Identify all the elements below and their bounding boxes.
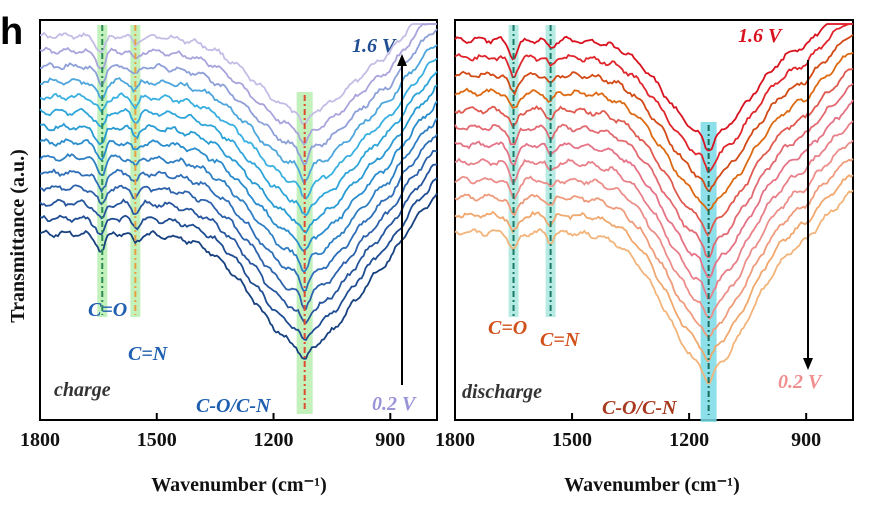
panel-charge: C=OC=N C-O/C-N 1.6 V 0.2 V charge 1800 1500 120… — [20, 19, 438, 451]
spectrum-curve-4 — [454, 51, 854, 212]
spectrum-curve-5 — [454, 67, 854, 237]
x-axis-label-right: Wavenumber (cm⁻¹) — [564, 474, 740, 496]
spectrum-curve-3 — [454, 34, 854, 193]
spectrum-curve-10 — [39, 133, 438, 293]
spectrum-curve-2 — [39, 23, 437, 146]
spectrum-curve-1 — [454, 23, 853, 152]
x-tick-label: 900 — [791, 429, 821, 451]
spectrum-curve-5 — [39, 57, 438, 200]
x-tick-label: 900 — [375, 429, 405, 451]
voltage-top-label: 1.6 V — [352, 35, 397, 57]
y-axis-label: Transmittance (a.u.) — [7, 149, 29, 323]
x-tick-label: 1800 — [20, 429, 60, 451]
x-tick-label: 1500 — [552, 429, 592, 451]
spectrum-curve-9 — [39, 117, 438, 274]
spectrum-curve-7 — [454, 99, 854, 279]
voltage-bottom-label: 0.2 V — [778, 371, 823, 393]
panel-label: h — [0, 11, 23, 53]
spectrum-curve-3 — [39, 28, 438, 167]
band-label-1: C=O — [88, 299, 127, 321]
x-tick-label: 1800 — [435, 429, 475, 451]
band-label-1: C=O — [488, 317, 527, 339]
spectrum-curve-10 — [454, 158, 854, 338]
plot-frame — [454, 19, 854, 421]
voltage-top-label: 1.6 V — [738, 25, 783, 47]
band-label-2: C=N — [128, 343, 169, 365]
x-axis-label-left: Wavenumber (cm⁻¹) — [151, 474, 327, 496]
panel-discharge: C=O C=N C-O/C-N 1.6 V 0.2 V discharge 1800 1500… — [435, 19, 854, 451]
arrow-head-icon — [397, 54, 407, 66]
spectrum-curve-12 — [39, 163, 438, 325]
x-tick-label: 1500 — [137, 429, 177, 451]
spectrum-curve-4 — [39, 44, 438, 186]
spectrum-curve-11 — [454, 174, 854, 363]
process-annotation: discharge — [462, 381, 542, 403]
spectrum-curve-6 — [454, 83, 854, 259]
spectrum-curve-6 — [39, 70, 438, 217]
spectrum-curve-13 — [39, 177, 438, 341]
spectrum-curve-8 — [454, 120, 854, 300]
process-annotation: charge — [54, 379, 111, 401]
plot-frame — [39, 19, 438, 421]
band-highlight-co — [508, 25, 519, 317]
band-label-3: C-O/C-N — [196, 395, 272, 417]
band-label-2: C=N — [540, 329, 581, 351]
voltage-bottom-label: 0.2 V — [372, 393, 417, 415]
spectrum-curve-11 — [39, 149, 438, 310]
x-tick-label: 1200 — [254, 429, 294, 451]
x-tick-label: 1200 — [669, 429, 709, 451]
arrow-head-icon — [803, 358, 813, 370]
band-label-3: C-O/C-N — [602, 397, 678, 419]
spectrum-curve-1 — [39, 23, 437, 126]
spectrum-curve-7 — [39, 84, 438, 234]
spectrum-curve-8 — [39, 100, 438, 253]
spectrum-curve-2 — [454, 23, 853, 173]
band-highlight-cocn — [700, 122, 717, 422]
spectrum-curve-14 — [39, 192, 438, 360]
spectrum-curve-12 — [454, 189, 854, 385]
spectrum-curve-9 — [454, 139, 854, 320]
